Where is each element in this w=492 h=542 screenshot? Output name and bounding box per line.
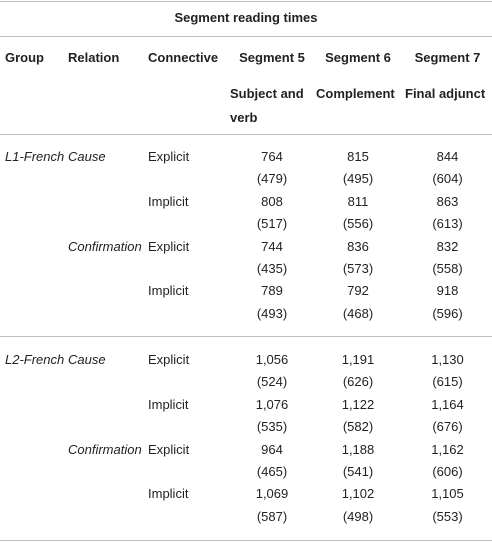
relation-label: Confirmation	[68, 441, 142, 457]
connective-label: Implicit	[148, 486, 189, 502]
cell-sd: (541)	[342, 464, 374, 479]
relation-label: Cause	[68, 352, 106, 367]
connective-label: Explicit	[148, 238, 190, 254]
cell-value: 1,105	[431, 486, 464, 502]
column-header: Segment 5	[239, 50, 305, 65]
cell-sd: (626)	[342, 374, 374, 390]
table-title: Segment reading times	[174, 10, 318, 25]
connective-label: Explicit	[148, 441, 190, 457]
column-header: Connective	[148, 50, 219, 65]
column-header: Segment 6	[325, 50, 391, 65]
rule	[0, 134, 492, 135]
connective-label: Explicit	[148, 149, 190, 164]
cell-value: 1,164	[431, 396, 464, 412]
cell-value: 844	[436, 149, 459, 164]
cell-value: 918	[436, 283, 459, 299]
cell-value: 1,130	[431, 352, 464, 367]
subcolumn-header: Complement	[316, 86, 395, 101]
relation-label: Confirmation	[68, 238, 142, 254]
cell-value: 1,069	[255, 486, 289, 502]
group-label: L1-French	[5, 149, 65, 164]
cell-value: 808	[261, 193, 283, 209]
cell-sd: (606)	[432, 464, 463, 479]
cell-sd: (615)	[432, 374, 463, 390]
rule	[0, 336, 492, 337]
cell-sd: (498)	[342, 508, 374, 524]
relation-label: Cause	[68, 149, 106, 164]
cell-sd: (517)	[256, 216, 288, 232]
cell-sd: (495)	[342, 171, 374, 187]
cell-value: 1,056	[255, 352, 289, 367]
cell-sd: (479)	[256, 171, 288, 187]
cell-sd: (468)	[342, 305, 374, 321]
cell-sd: (535)	[256, 419, 288, 435]
subcolumn-header: Subject and verb	[230, 86, 304, 125]
connective-label: Implicit	[148, 396, 189, 412]
cell-value: 1,122	[341, 396, 375, 412]
cell-sd: (558)	[432, 261, 463, 276]
connective-label: Explicit	[148, 352, 190, 367]
cell-sd: (587)	[256, 508, 288, 524]
group-label: L2-French	[5, 352, 65, 367]
cell-value: 764	[261, 149, 283, 164]
cell-value: 811	[347, 193, 369, 209]
cell-value: 1,102	[341, 486, 375, 502]
cell-sd: (493)	[256, 305, 288, 321]
cell-value: 863	[436, 193, 459, 209]
cell-sd: (596)	[432, 305, 463, 321]
cell-value: 832	[436, 238, 459, 254]
cell-value: 792	[347, 283, 369, 299]
cell-sd: (556)	[342, 216, 374, 232]
cell-sd: (582)	[342, 419, 374, 435]
cell-sd: (524)	[256, 374, 288, 390]
cell-sd: (604)	[432, 171, 463, 187]
cell-value: 836	[347, 238, 369, 254]
subcolumn-header: Final adjunct	[405, 86, 486, 101]
cell-value: 1,162	[431, 441, 464, 457]
column-header: Segment 7	[414, 50, 481, 65]
cell-sd: (435)	[256, 261, 288, 276]
cell-value: 964	[261, 441, 283, 457]
rule	[0, 36, 492, 37]
cell-value: 1,191	[341, 352, 375, 367]
connective-label: Implicit	[148, 193, 189, 209]
column-header: Relation	[68, 50, 120, 65]
column-header: Group	[5, 50, 44, 65]
cell-value: 815	[347, 149, 369, 164]
rule	[0, 1, 492, 2]
cell-value: 789	[261, 283, 283, 299]
cell-value: 744	[261, 238, 283, 254]
connective-label: Implicit	[148, 283, 189, 299]
rule	[0, 540, 492, 541]
cell-sd: (676)	[432, 419, 463, 435]
cell-sd: (465)	[256, 464, 288, 479]
cell-sd: (553)	[432, 508, 463, 524]
cell-sd: (613)	[432, 216, 463, 232]
cell-value: 1,076	[255, 396, 289, 412]
cell-sd: (573)	[342, 261, 374, 276]
cell-value: 1,188	[341, 441, 375, 457]
